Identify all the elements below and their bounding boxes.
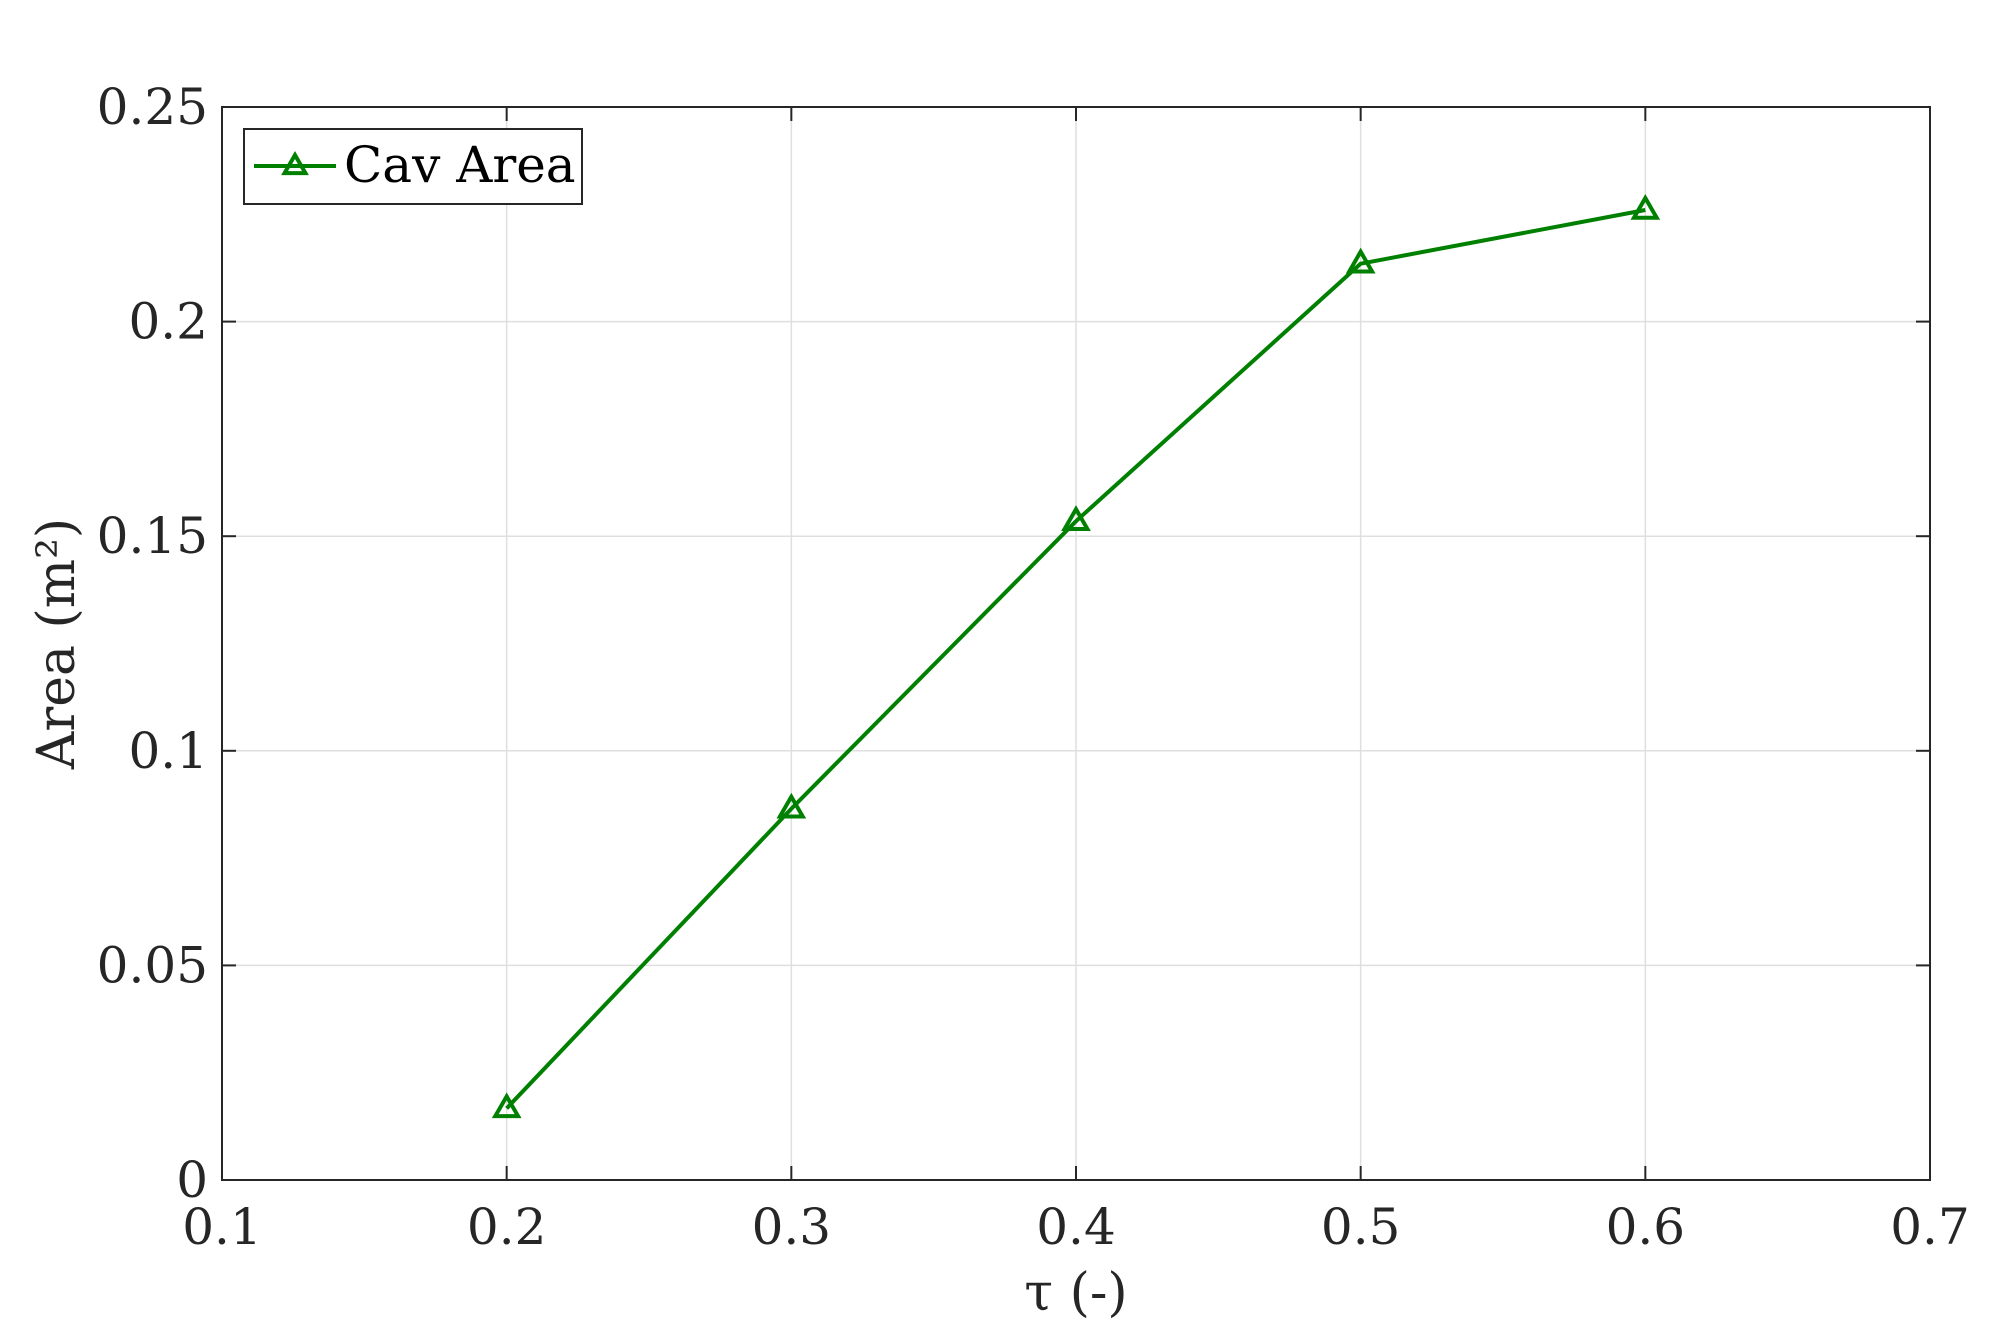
x-tick-labels: 0.1 0.2 0.3 0.4 0.5 0.6 0.7 xyxy=(182,1198,1970,1256)
x-tick-label: 0.6 xyxy=(1606,1198,1686,1256)
y-tick-label: 0.05 xyxy=(97,936,208,994)
series-line xyxy=(505,208,1646,1110)
legend-triangle-marker xyxy=(281,150,309,176)
y-tick-label: 0 xyxy=(176,1151,208,1209)
data-point-marker xyxy=(1061,505,1091,531)
data-point-marker xyxy=(491,1092,522,1119)
y-tick-labels: 0 0.05 0.1 0.15 0.2 0.25 xyxy=(97,78,208,1209)
y-tick-label: 0.25 xyxy=(97,78,208,136)
y-tick-label: 0.15 xyxy=(97,507,208,565)
series-layer xyxy=(491,193,1661,1119)
x-tick-label: 0.4 xyxy=(1036,1198,1116,1256)
data-point-marker xyxy=(776,792,807,819)
legend-label: Cav Area xyxy=(344,136,576,194)
x-tick-label: 0.3 xyxy=(752,1198,832,1256)
y-tick-label: 0.1 xyxy=(128,722,208,780)
x-tick-label: 0.7 xyxy=(1890,1198,1970,1256)
tick-marks xyxy=(221,106,1931,1181)
x-tick-label: 0.5 xyxy=(1321,1198,1401,1256)
legend: Cav Area xyxy=(243,128,583,205)
y-axis-title: Area (m²) xyxy=(27,518,87,770)
data-point-marker xyxy=(1630,193,1661,220)
data-point-marker xyxy=(1345,247,1376,274)
y-tick-label: 0.2 xyxy=(128,293,208,351)
x-axis-title: τ (-) xyxy=(1024,1263,1127,1323)
x-tick-label: 0.2 xyxy=(467,1198,547,1256)
x-tick-label: 0.1 xyxy=(182,1198,262,1256)
